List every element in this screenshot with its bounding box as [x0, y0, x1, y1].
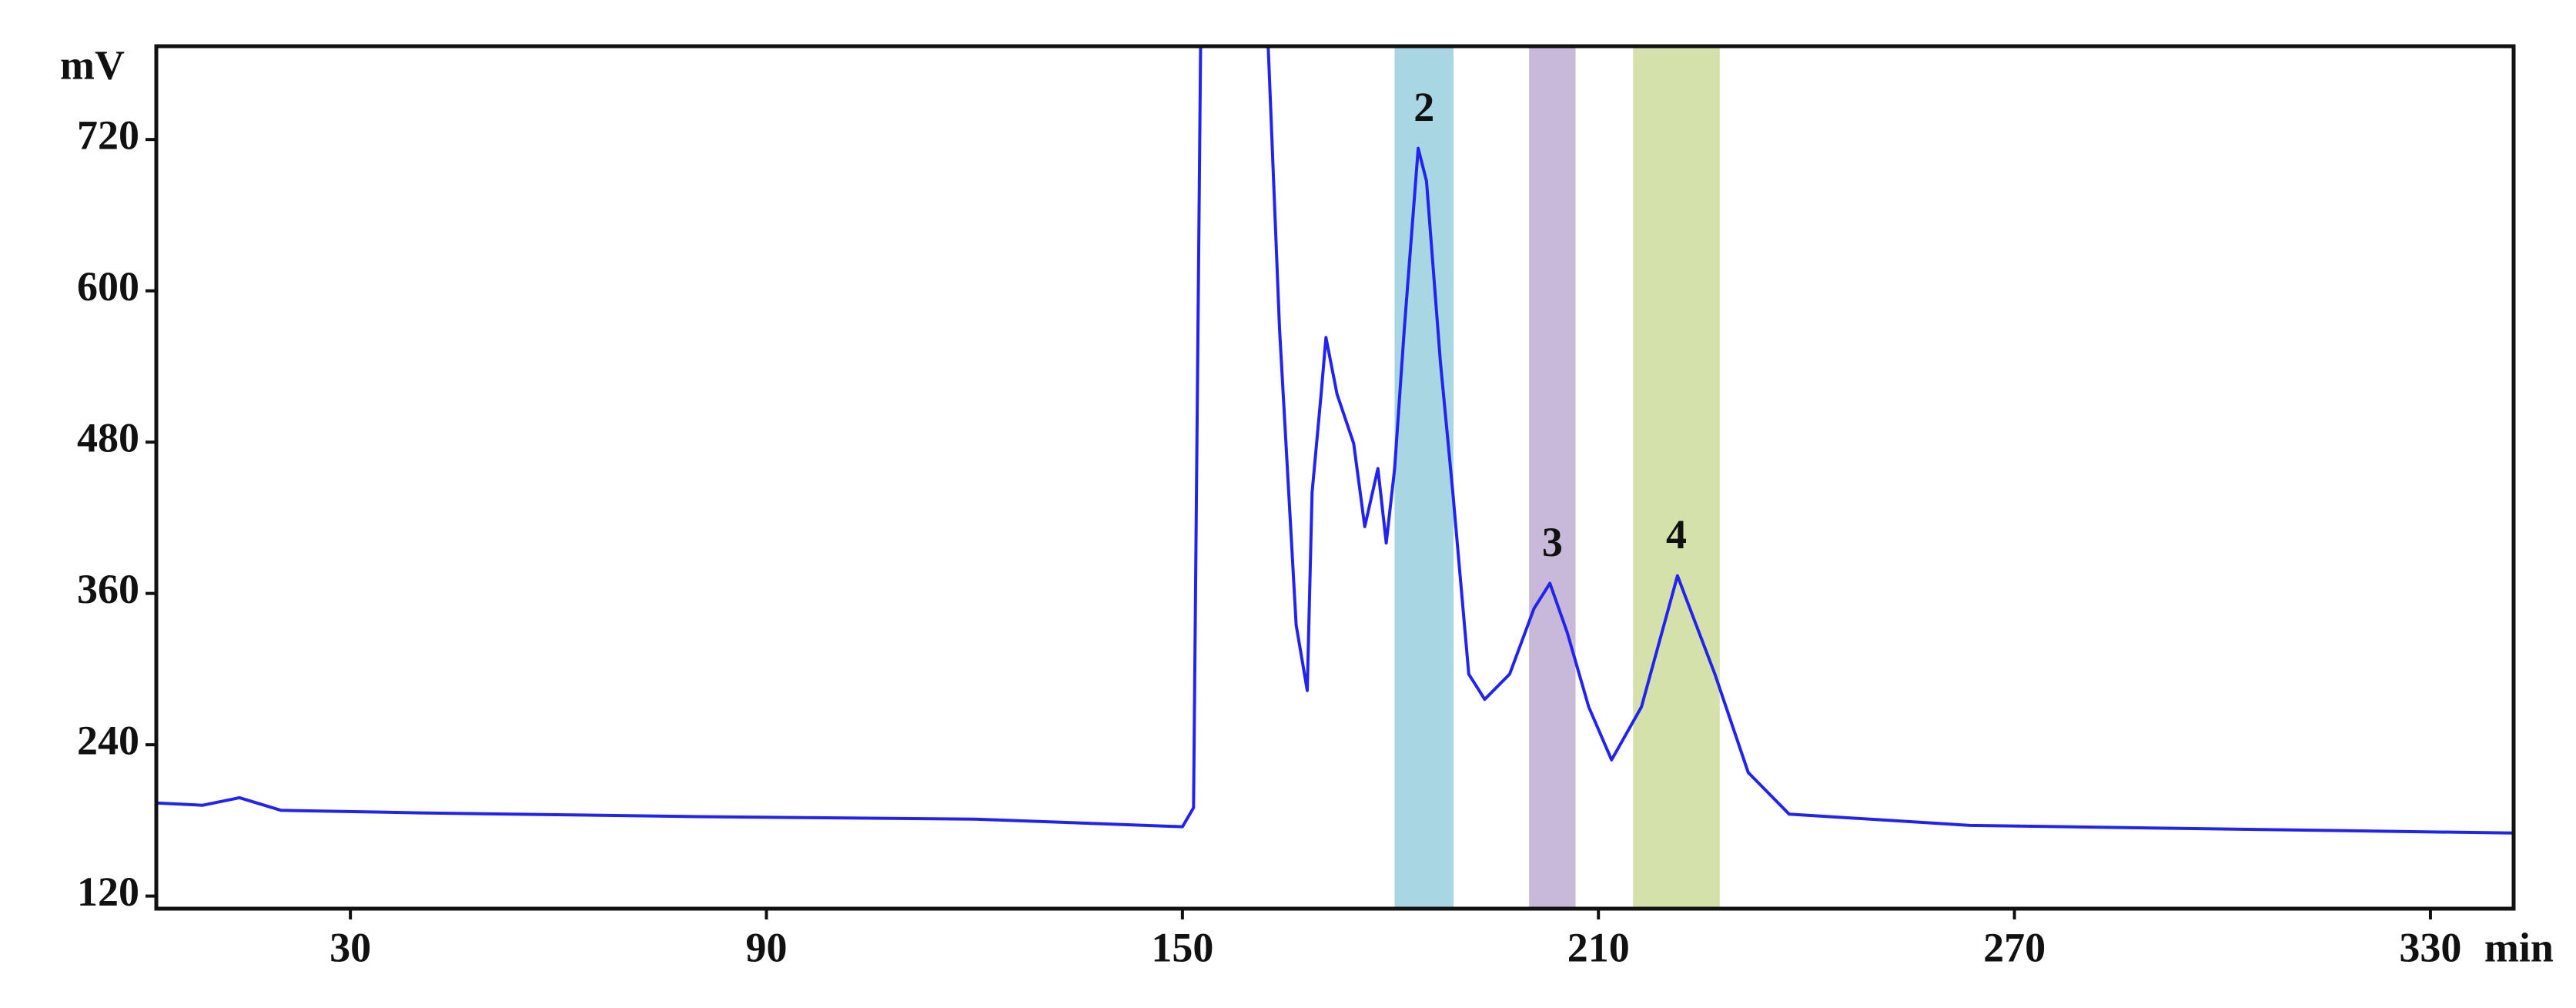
- bands: [1394, 46, 1720, 909]
- y-tick-label: 720: [77, 112, 139, 159]
- plot-area: [156, 46, 2513, 835]
- y-tick-label: 600: [77, 263, 139, 310]
- band: [1529, 46, 1576, 909]
- band-label: 3: [1542, 519, 1563, 565]
- x-tick-label: 270: [1983, 924, 2046, 970]
- y-tick-label: 360: [77, 566, 139, 612]
- y-tick-label: 240: [77, 718, 139, 764]
- x-axis-label: min: [2484, 924, 2554, 970]
- y-tick-label: 120: [77, 869, 139, 915]
- band: [1633, 46, 1720, 909]
- x-tick-label: 330: [2399, 924, 2461, 970]
- trace: [156, 46, 2513, 835]
- band-label: 2: [1413, 84, 1434, 130]
- x-tick-label: 150: [1151, 924, 1213, 970]
- y-axis-label: mV: [60, 42, 125, 88]
- x-tick-label: 90: [746, 924, 788, 970]
- x-tick-label: 210: [1567, 924, 1630, 970]
- y-tick-label: 480: [77, 415, 139, 461]
- band-label: 4: [1666, 511, 1687, 558]
- plot-frame: [154, 44, 2516, 911]
- axes: 120 240 360 480 600 720 30 90 150 210 270 330 min: [77, 112, 2554, 971]
- band: [1394, 46, 1454, 909]
- x-tick-label: 30: [330, 924, 371, 970]
